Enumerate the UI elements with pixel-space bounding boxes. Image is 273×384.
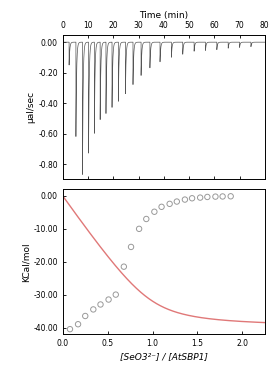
Point (114, 291, 118, 298)
Point (137, 226, 141, 232)
Point (122, 263, 126, 270)
Point (205, 194, 210, 200)
Point (98, 301, 103, 308)
X-axis label: [SeO3²⁻] / [AtSBP1]: [SeO3²⁻] / [AtSBP1] (120, 352, 208, 361)
Point (198, 195, 202, 201)
Point (144, 216, 149, 222)
Point (229, 193, 233, 199)
Point (76, 321, 80, 327)
Point (83, 313, 87, 319)
Point (159, 204, 164, 210)
Point (183, 197, 187, 203)
Point (91, 306, 96, 313)
Point (68, 326, 72, 332)
Point (106, 296, 111, 303)
X-axis label: Time (min): Time (min) (139, 11, 188, 20)
Y-axis label: KCal/mol: KCal/mol (22, 242, 31, 281)
Point (220, 194, 225, 200)
Point (152, 209, 156, 215)
Point (129, 244, 133, 250)
Y-axis label: μal/sec: μal/sec (26, 91, 35, 123)
Point (167, 201, 172, 207)
Point (213, 194, 218, 200)
Point (175, 199, 179, 205)
Point (190, 195, 194, 201)
